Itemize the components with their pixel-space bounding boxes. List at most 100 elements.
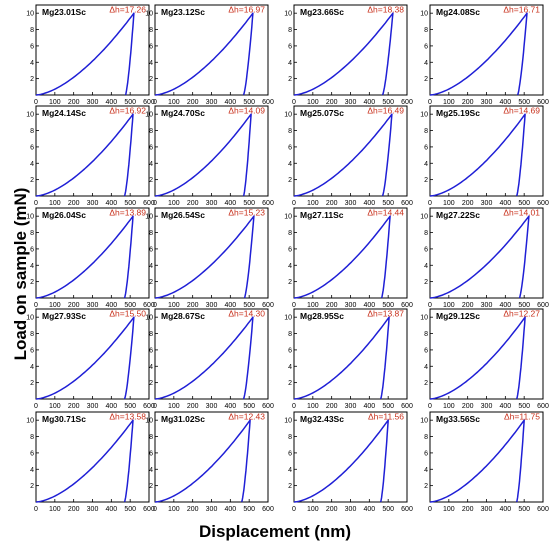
- y-tick-label: 8: [149, 230, 153, 237]
- sample-label: Mg33.56Sc: [436, 414, 480, 424]
- y-tick-label: 8: [424, 128, 428, 135]
- delta-h-label: Δh=16.49: [367, 106, 404, 116]
- panel-frame: [154, 411, 269, 503]
- x-tick-label: 500: [124, 99, 136, 106]
- panel: 0 100 200 300 400 500 600 2 4 6 8 10 Mg24.08Sc Δh=16.…: [420, 4, 549, 106]
- delta-h-label: Δh=15.23: [228, 208, 265, 218]
- sample-label: Mg24.14Sc: [42, 108, 86, 118]
- y-tick-label: 8: [30, 128, 34, 135]
- y-tick-label: 10: [420, 112, 428, 119]
- x-tick-label: 600: [262, 506, 274, 513]
- y-tick-label: 2: [288, 380, 292, 387]
- x-tick-label: 400: [224, 99, 236, 106]
- panel-frame: [293, 308, 408, 400]
- y-tick-label: 6: [288, 450, 292, 457]
- y-tick-label: 6: [149, 144, 153, 151]
- x-tick-label: 300: [87, 506, 99, 513]
- y-tick-label: 4: [30, 60, 34, 67]
- x-tick-label: 0: [153, 200, 157, 207]
- x-tick-label: 500: [382, 506, 394, 513]
- x-tick-label: 300: [345, 200, 357, 207]
- x-tick-label: 0: [153, 403, 157, 410]
- x-tick-label: 500: [518, 200, 530, 207]
- y-tick-label: 6: [149, 347, 153, 354]
- delta-h-label: Δh=11.56: [368, 412, 404, 422]
- load-displacement-curve: [35, 419, 134, 503]
- x-tick-label: 600: [143, 302, 155, 309]
- y-tick-label: 8: [149, 27, 153, 34]
- y-tick-label: 4: [424, 60, 428, 67]
- y-tick-label: 8: [149, 128, 153, 135]
- x-tick-label: 300: [481, 506, 493, 513]
- delta-h-label: Δh=14.69: [503, 106, 540, 116]
- x-tick-label: 300: [481, 99, 493, 106]
- y-tick-label: 4: [149, 263, 153, 270]
- sample-label: Mg23.66Sc: [300, 7, 344, 17]
- y-tick-label: 8: [30, 331, 34, 338]
- x-tick-label: 400: [499, 200, 511, 207]
- y-tick-label: 4: [424, 263, 428, 270]
- x-tick-label: 100: [49, 403, 61, 410]
- x-tick-label: 200: [187, 302, 199, 309]
- x-tick-label: 400: [105, 302, 117, 309]
- y-tick-label: 8: [30, 434, 34, 441]
- delta-h-label: Δh=16.71: [503, 5, 540, 15]
- sample-label: Mg29.12Sc: [436, 311, 480, 321]
- y-tick-label: 6: [30, 43, 34, 50]
- x-tick-label: 200: [462, 99, 474, 106]
- x-tick-label: 600: [262, 99, 274, 106]
- x-tick-label: 600: [401, 200, 413, 207]
- load-displacement-curve: [154, 316, 254, 400]
- x-tick-label: 100: [168, 403, 180, 410]
- y-tick-label: 6: [424, 144, 428, 151]
- load-displacement-curve: [429, 12, 528, 96]
- x-tick-label: 200: [68, 403, 80, 410]
- panel: 0 100 200 300 400 500 600 2 4 6 8 10 Mg28.95Sc Δh=13.…: [284, 308, 413, 410]
- x-tick-label: 600: [537, 403, 549, 410]
- y-tick-label: 8: [424, 230, 428, 237]
- y-tick-label: 10: [284, 418, 292, 425]
- y-tick-label: 8: [288, 230, 292, 237]
- x-tick-label: 0: [292, 99, 296, 106]
- x-tick-label: 400: [499, 302, 511, 309]
- x-tick-label: 500: [518, 99, 530, 106]
- panel: 0 100 200 300 400 500 600 2 4 6 8 10 Mg27.11Sc Δh=14.…: [284, 207, 413, 309]
- x-tick-label: 400: [105, 200, 117, 207]
- y-tick-label: 6: [424, 246, 428, 253]
- x-tick-label: 200: [187, 506, 199, 513]
- x-tick-label: 400: [224, 403, 236, 410]
- x-tick-label: 0: [34, 506, 38, 513]
- load-displacement-curve: [429, 419, 525, 503]
- x-tick-label: 300: [206, 403, 218, 410]
- delta-h-label: Δh=13.58: [109, 412, 146, 422]
- x-tick-label: 200: [462, 506, 474, 513]
- sample-label: Mg26.54Sc: [161, 210, 205, 220]
- y-tick-label: 10: [26, 11, 34, 18]
- x-tick-label: 600: [401, 506, 413, 513]
- y-tick-label: 8: [30, 230, 34, 237]
- x-tick-label: 500: [518, 506, 530, 513]
- x-tick-label: 200: [187, 403, 199, 410]
- sample-label: Mg28.95Sc: [300, 311, 344, 321]
- sample-label: Mg23.01Sc: [42, 7, 86, 17]
- x-tick-label: 400: [105, 99, 117, 106]
- x-tick-label: 500: [382, 99, 394, 106]
- y-tick-label: 10: [145, 315, 153, 322]
- y-tick-label: 10: [420, 418, 428, 425]
- y-tick-label: 6: [288, 347, 292, 354]
- load-displacement-curve: [154, 113, 252, 197]
- load-displacement-curve: [154, 419, 251, 503]
- x-tick-label: 600: [537, 302, 549, 309]
- y-tick-label: 2: [288, 279, 292, 286]
- x-tick-label: 200: [326, 506, 338, 513]
- y-tick-label: 4: [424, 364, 428, 371]
- y-axis-label: Load on sample (mN): [11, 187, 30, 361]
- y-tick-label: 8: [288, 27, 292, 34]
- x-tick-label: 100: [307, 403, 319, 410]
- y-tick-label: 2: [424, 279, 428, 286]
- x-tick-label: 200: [68, 506, 80, 513]
- y-tick-label: 10: [420, 214, 428, 221]
